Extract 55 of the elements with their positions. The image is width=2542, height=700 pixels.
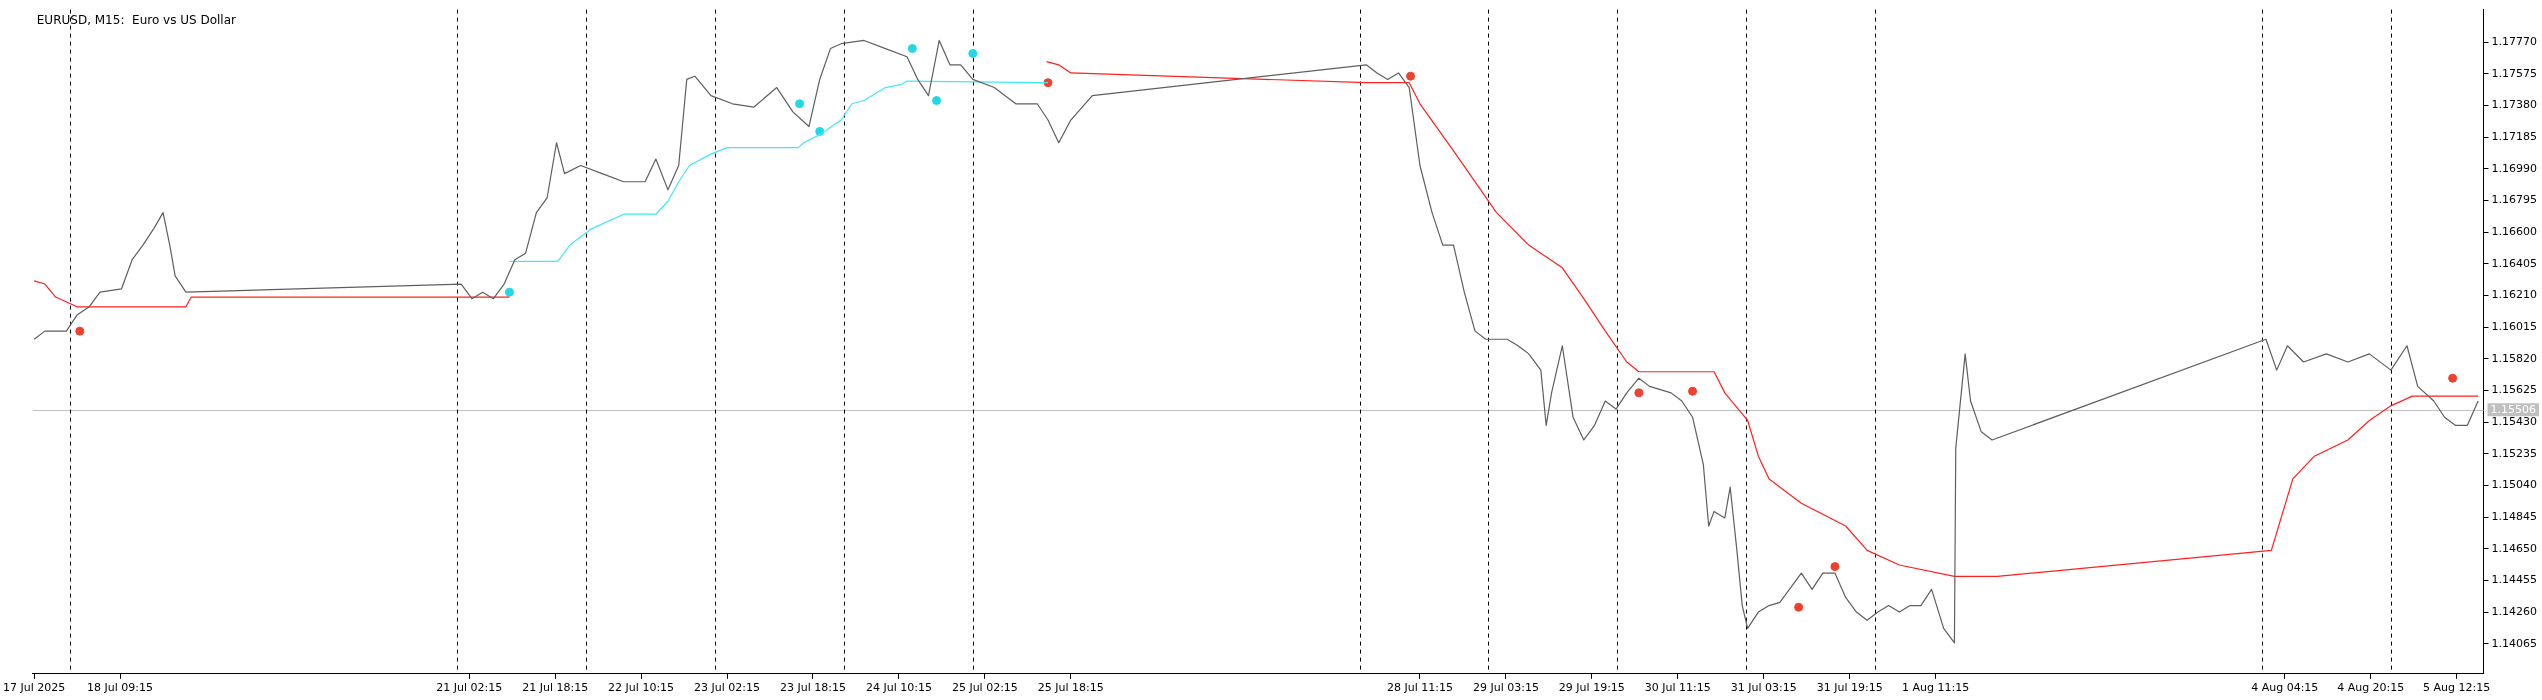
y-tick-label: 1.16795	[2491, 193, 2538, 207]
point	[1830, 562, 1840, 572]
x-tick-label: 18 Jul 09:15	[87, 681, 154, 695]
x-tick-label: 17 Jul 2025	[3, 681, 66, 695]
y-tick-label: 1.16015	[2491, 319, 2538, 333]
x-tick-label: 5 Aug 12:15	[2423, 681, 2491, 695]
y-tick-label: 1.15625	[2491, 383, 2538, 397]
point	[2448, 373, 2458, 383]
x-tick-label: 4 Aug 04:15	[2251, 681, 2319, 695]
x-tick-label: 31 Jul 19:15	[1816, 681, 1883, 695]
y-tick-label: 1.14260	[2491, 604, 2538, 618]
point	[1634, 388, 1644, 398]
y-tick-label: 1.15235	[2491, 446, 2538, 460]
y-tick-label: 1.15820	[2491, 351, 2538, 365]
x-tick-label: 31 Jul 03:15	[1730, 681, 1797, 695]
y-tick-label: 1.16990	[2491, 161, 2538, 175]
x-tick-label: 28 Jul 11:15	[1386, 681, 1453, 695]
point	[1406, 71, 1416, 81]
y-tick-label: 1.17770	[2491, 34, 2538, 48]
y-tick-label: 1.14650	[2491, 541, 2538, 555]
point	[1688, 386, 1698, 396]
x-tick-label: 21 Jul 18:15	[522, 681, 589, 695]
x-tick-label: 29 Jul 03:15	[1472, 681, 1539, 695]
y-tick-label: 1.16210	[2491, 288, 2538, 302]
y-tick-label: 1.15040	[2491, 478, 2538, 492]
x-tick-label: 22 Jul 10:15	[608, 681, 675, 695]
y-tick-label: 1.17575	[2491, 66, 2538, 80]
point	[1794, 602, 1804, 612]
point	[907, 44, 917, 54]
x-tick-label: 21 Jul 02:15	[436, 681, 503, 695]
point	[795, 99, 805, 109]
x-tick-label: 25 Jul 02:15	[951, 681, 1018, 695]
point	[1043, 78, 1053, 88]
x-tick-label: 1 Aug 11:15	[1902, 681, 1970, 695]
x-tick-label: 23 Jul 02:15	[694, 681, 761, 695]
y-tick-label: 1.15430	[2491, 414, 2538, 428]
y-tick-label: 1.17380	[2491, 98, 2538, 112]
point	[968, 48, 978, 58]
y-tick-label: 1.17185	[2491, 129, 2538, 143]
y-tick-label: 1.14845	[2491, 509, 2538, 523]
x-tick-label: 30 Jul 11:15	[1644, 681, 1711, 695]
point	[505, 287, 514, 297]
x-tick-label: 25 Jul 18:15	[1037, 681, 1104, 695]
y-tick-label: 1.16600	[2491, 224, 2538, 238]
x-tick-label: 4 Aug 20:15	[2337, 681, 2405, 695]
ref-line-label: 1.15506	[2490, 403, 2537, 417]
x-tick-label: 29 Jul 19:15	[1558, 681, 1625, 695]
y-tick-label: 1.14065	[2491, 636, 2538, 650]
y-tick-label: 1.14455	[2491, 573, 2538, 587]
x-tick-label: 24 Jul 10:15	[865, 681, 932, 695]
y-tick-label: 1.16405	[2491, 256, 2538, 270]
point	[75, 326, 85, 336]
x-tick-label: 23 Jul 18:15	[780, 681, 846, 695]
point	[932, 96, 942, 106]
chart-title: EURUSD, M15: Euro vs US Dollar	[36, 12, 237, 27]
